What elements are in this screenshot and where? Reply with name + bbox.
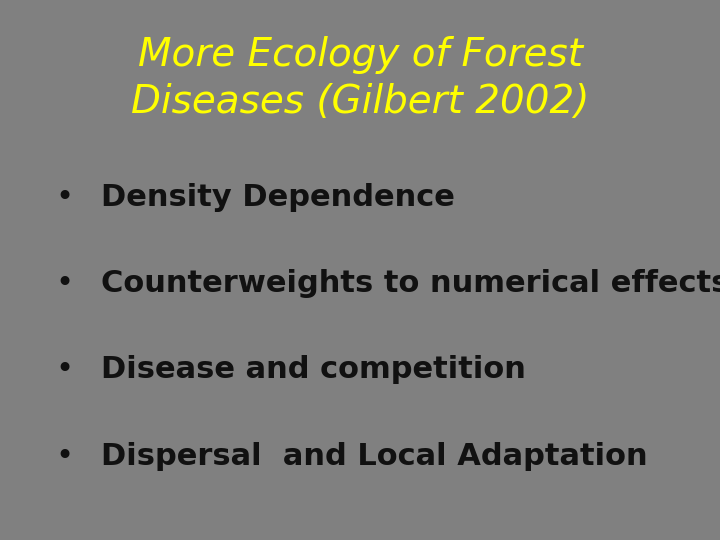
- Text: •: •: [55, 269, 74, 298]
- Text: Counterweights to numerical effects: Counterweights to numerical effects: [101, 269, 720, 298]
- Text: •: •: [55, 355, 74, 384]
- Text: Disease and competition: Disease and competition: [101, 355, 526, 384]
- Text: •: •: [55, 183, 74, 212]
- Text: Density Dependence: Density Dependence: [101, 183, 454, 212]
- Text: More Ecology of Forest
Diseases (Gilbert 2002): More Ecology of Forest Diseases (Gilbert…: [131, 36, 589, 121]
- Text: Dispersal  and Local Adaptation: Dispersal and Local Adaptation: [101, 442, 647, 471]
- Text: •: •: [55, 442, 74, 471]
